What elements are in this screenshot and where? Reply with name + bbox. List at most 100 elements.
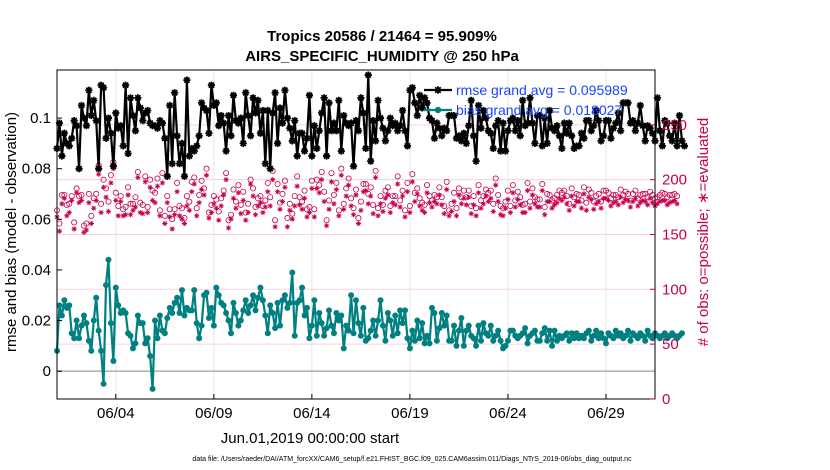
obs-possible-point xyxy=(198,177,205,184)
obs-evaluated-point xyxy=(649,200,656,206)
bias-point xyxy=(343,322,350,329)
rmse-point xyxy=(90,96,98,104)
obs-evaluated-point xyxy=(105,208,112,215)
bias-point xyxy=(100,380,107,387)
bias-point xyxy=(264,330,271,337)
obs-evaluated-point xyxy=(510,190,516,196)
obs-evaluated-point xyxy=(517,202,523,208)
rmse-point xyxy=(357,94,365,102)
obs-evaluated-point xyxy=(233,205,239,211)
obs-evaluated-point xyxy=(414,191,420,197)
bias-point xyxy=(490,337,497,344)
obs-possible-point xyxy=(367,184,374,191)
bias-point xyxy=(348,292,355,299)
obs-evaluated-point xyxy=(355,220,362,227)
obs-evaluated-point xyxy=(323,223,330,229)
obs-possible-point xyxy=(132,194,139,201)
obs-possible-point xyxy=(321,188,328,195)
bias-point xyxy=(115,302,122,309)
rmse-point xyxy=(671,119,679,127)
obs-evaluated-point xyxy=(451,198,457,205)
bias-point xyxy=(544,337,551,344)
obs-possible-point xyxy=(404,179,411,186)
bias-point xyxy=(132,340,139,347)
rmse-point xyxy=(555,132,564,140)
bias-point xyxy=(480,320,487,327)
rmse-point xyxy=(220,119,228,127)
obs-evaluated-point xyxy=(225,225,232,231)
obs-evaluated-point xyxy=(125,192,131,198)
obs-evaluated-point xyxy=(647,195,653,201)
bias-point xyxy=(71,335,78,342)
obs-possible-point xyxy=(289,210,296,217)
rmse-point xyxy=(599,132,608,140)
y-tick-label: 0.02 xyxy=(22,313,51,330)
rmse-point xyxy=(80,114,88,122)
rmse-point xyxy=(193,142,201,150)
bias-point xyxy=(492,332,499,339)
obs-possible-point xyxy=(223,170,230,177)
obs-evaluated-point xyxy=(463,202,469,208)
rmse-point xyxy=(673,142,681,150)
obs-possible-point xyxy=(203,165,210,172)
obs-possible-point xyxy=(232,198,239,205)
bias-point xyxy=(563,330,570,337)
obs-possible-point xyxy=(455,185,462,192)
rmse-point xyxy=(516,132,524,140)
bias-point xyxy=(242,297,249,304)
obs-evaluated-point xyxy=(223,177,229,183)
obs-evaluated-point xyxy=(216,217,222,223)
obs-evaluated-point xyxy=(375,213,381,219)
rmse-point xyxy=(379,124,387,132)
obs-possible-point xyxy=(152,189,159,196)
obs-possible-point xyxy=(362,181,369,188)
obs-possible-point xyxy=(85,190,92,197)
obs-evaluated-point xyxy=(211,201,217,207)
obs-evaluated-point xyxy=(59,201,65,207)
rmse-point xyxy=(293,152,301,160)
rmse-point xyxy=(472,157,480,165)
obs-evaluated-point xyxy=(654,201,661,207)
bias-point xyxy=(595,335,602,342)
obs-possible-point xyxy=(156,207,163,214)
obs-evaluated-point xyxy=(230,195,237,201)
obs-evaluated-point xyxy=(172,212,178,218)
rmse-point xyxy=(158,119,166,127)
obs-possible-point xyxy=(394,173,401,180)
rmse-point xyxy=(308,152,316,160)
bias-point xyxy=(176,309,183,316)
obs-possible-point xyxy=(460,187,467,194)
bias-point xyxy=(161,330,168,337)
obs-possible-point xyxy=(166,206,173,213)
y-axis-left: 0 0.02 0.04 0.06 0.08 0.1 xyxy=(22,110,62,380)
rmse-point xyxy=(489,144,497,153)
obs-evaluated-point xyxy=(179,216,185,222)
bias-point xyxy=(235,322,242,329)
obs-evaluated-point xyxy=(434,201,440,207)
rmse-point xyxy=(450,111,458,120)
rmse-point xyxy=(68,134,76,142)
bias-point xyxy=(379,322,386,329)
rmse-point xyxy=(477,124,485,132)
obs-possible-point xyxy=(154,175,161,182)
obs-possible-point xyxy=(451,189,458,196)
rmse-point xyxy=(592,106,600,115)
obs-evaluated-point xyxy=(483,193,489,199)
rmse-point xyxy=(242,89,250,97)
bias-point xyxy=(399,320,406,327)
bias-point xyxy=(220,302,227,309)
rmse-point xyxy=(609,124,617,132)
obs-evaluated-point xyxy=(243,217,249,223)
bias-point xyxy=(122,309,129,316)
obs-evaluated-point xyxy=(360,189,366,195)
obs-possible-point xyxy=(436,184,443,191)
obs-evaluated-point xyxy=(603,195,609,201)
rmse-point xyxy=(261,160,269,168)
rmse-point xyxy=(124,149,132,158)
obs-evaluated-point xyxy=(284,224,290,230)
obs-evaluated-point xyxy=(326,206,332,212)
rmse-point xyxy=(112,109,120,117)
obs-evaluated-point xyxy=(497,212,504,218)
y-axis-right-label: # of obs: o=possible; ∗=evaluated xyxy=(695,118,712,347)
